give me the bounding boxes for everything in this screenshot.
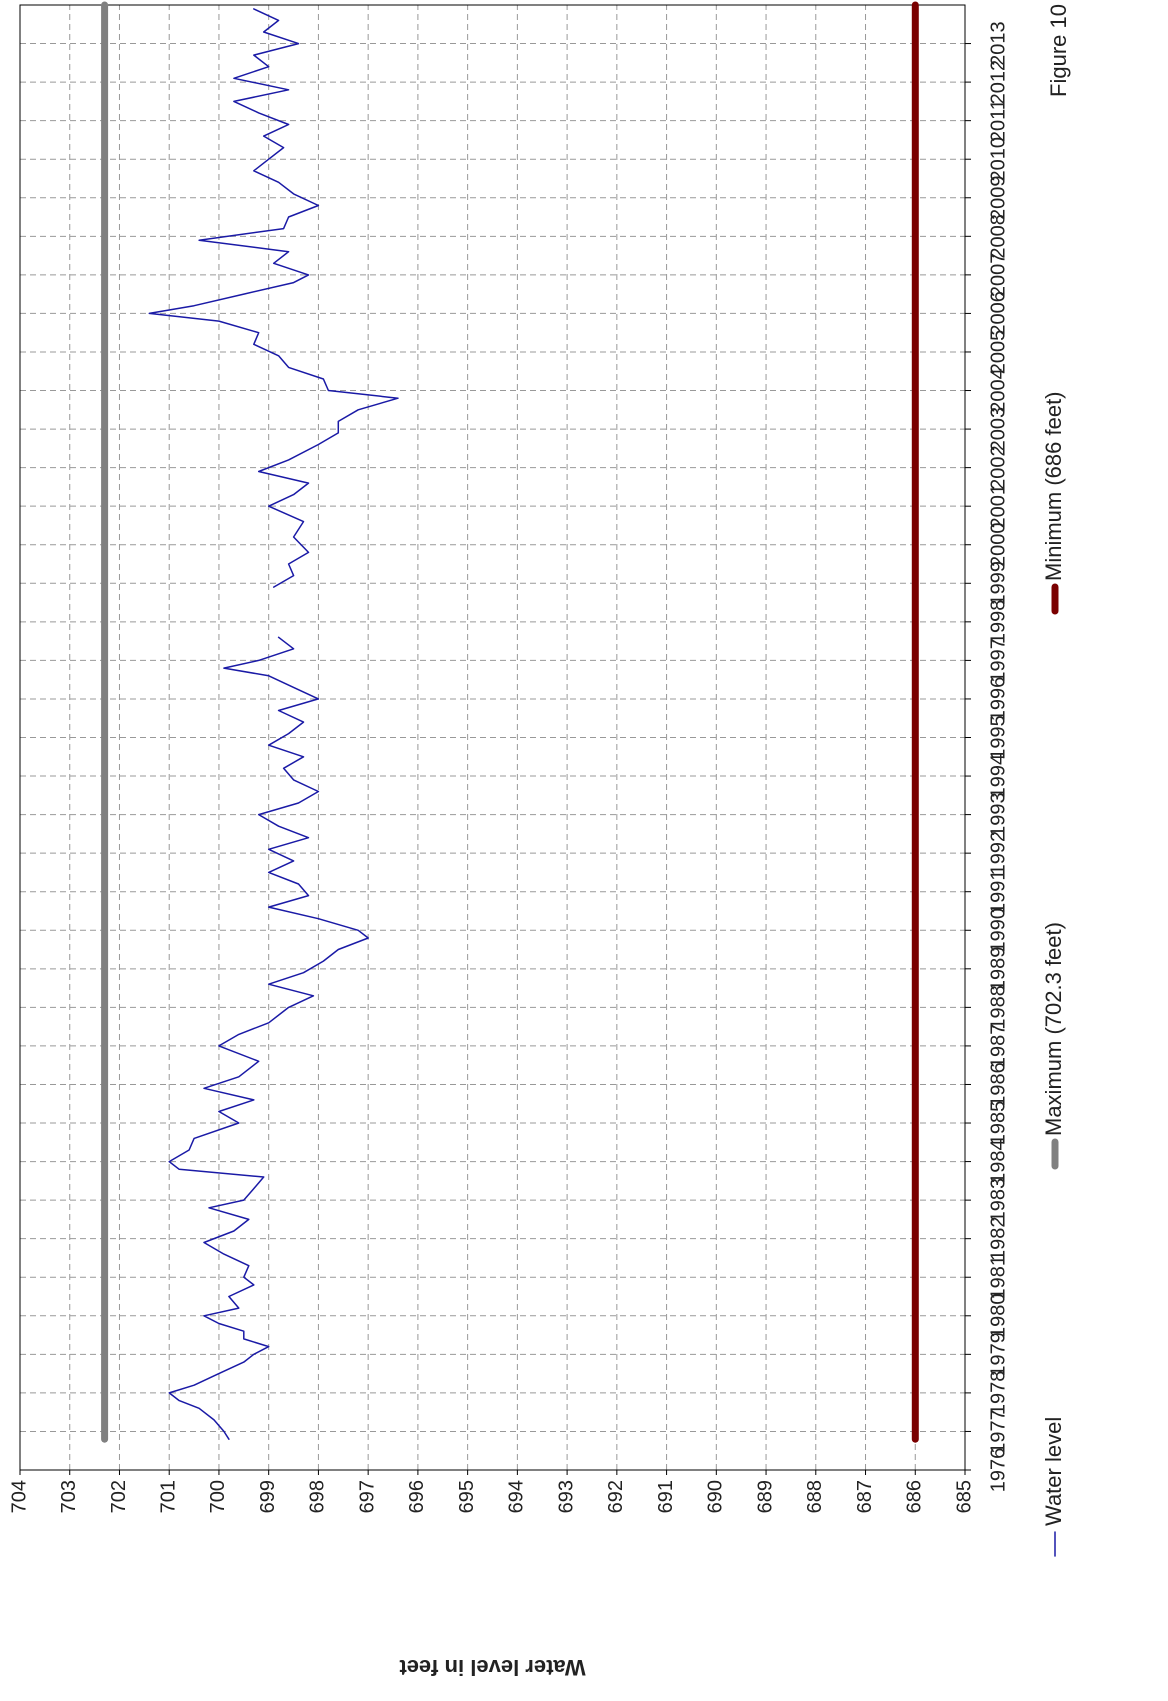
x-tick-label: 2004 bbox=[987, 368, 1009, 413]
y-tick-label: 696 bbox=[406, 1480, 428, 1513]
x-tick-label: 2005 bbox=[987, 330, 1009, 375]
legend-label: Maximum (702.3 feet) bbox=[1041, 922, 1066, 1136]
x-tick-label: 2002 bbox=[987, 445, 1009, 490]
y-tick-label: 701 bbox=[157, 1480, 179, 1513]
y-tick-label: 692 bbox=[605, 1480, 627, 1513]
x-tick-label: 1987 bbox=[987, 1024, 1009, 1069]
x-tick-label: 1979 bbox=[987, 1332, 1009, 1377]
x-tick-label: 2001 bbox=[987, 484, 1009, 529]
chart-title: Figure 10 bbox=[1046, 4, 1071, 97]
x-tick-label: 1986 bbox=[987, 1062, 1009, 1107]
x-tick-label: 1984 bbox=[987, 1139, 1009, 1184]
x-tick-label: 1995 bbox=[987, 715, 1009, 760]
x-tick-label: 1983 bbox=[987, 1178, 1009, 1223]
y-tick-label: 699 bbox=[257, 1480, 279, 1513]
x-tick-label: 1998 bbox=[987, 600, 1009, 645]
y-tick-label: 700 bbox=[207, 1480, 229, 1513]
legend-label: Minimum (686 feet) bbox=[1041, 391, 1066, 581]
x-tick-label: 1989 bbox=[987, 947, 1009, 992]
x-tick-label: 2003 bbox=[987, 407, 1009, 452]
x-tick-label: 2006 bbox=[987, 291, 1009, 336]
x-tick-label: 1993 bbox=[987, 792, 1009, 837]
legend-label: Water level bbox=[1041, 1417, 1066, 1526]
y-tick-label: 698 bbox=[307, 1480, 329, 1513]
y-axis-title: Water level in feet bbox=[399, 1655, 586, 1680]
x-tick-label: 2007 bbox=[987, 253, 1009, 298]
y-tick-label: 687 bbox=[854, 1480, 876, 1513]
x-tick-label: 2000 bbox=[987, 522, 1009, 567]
x-tick-label: 1988 bbox=[987, 985, 1009, 1030]
y-tick-label: 685 bbox=[953, 1480, 975, 1513]
x-tick-label: 1980 bbox=[987, 1294, 1009, 1339]
x-tick-label: 1985 bbox=[987, 1101, 1009, 1146]
y-tick-label: 690 bbox=[705, 1480, 727, 1513]
y-tick-label: 695 bbox=[456, 1480, 478, 1513]
x-tick-label: 1992 bbox=[987, 831, 1009, 876]
x-tick-label: 1996 bbox=[987, 677, 1009, 722]
y-tick-label: 688 bbox=[804, 1480, 826, 1513]
y-tick-label: 689 bbox=[754, 1480, 776, 1513]
x-tick-label: 1997 bbox=[987, 638, 1009, 683]
x-tick-label: 1981 bbox=[987, 1255, 1009, 1300]
y-tick-label: 694 bbox=[506, 1480, 528, 1513]
y-tick-label: 691 bbox=[655, 1480, 677, 1513]
y-tick-label: 704 bbox=[8, 1480, 30, 1513]
y-tick-label: 703 bbox=[58, 1480, 80, 1513]
x-tick-label: 2013 bbox=[987, 21, 1009, 66]
x-tick-label: 2012 bbox=[987, 60, 1009, 105]
x-tick-label: 2008 bbox=[987, 214, 1009, 259]
x-tick-label: 1991 bbox=[987, 869, 1009, 914]
x-tick-label: 1994 bbox=[987, 754, 1009, 799]
x-tick-label: 1976 bbox=[987, 1448, 1009, 1493]
y-tick-label: 693 bbox=[555, 1480, 577, 1513]
x-tick-label: 1990 bbox=[987, 908, 1009, 953]
y-tick-label: 702 bbox=[108, 1480, 130, 1513]
x-tick-label: 1977 bbox=[987, 1409, 1009, 1454]
series-line bbox=[148, 8, 399, 1440]
x-tick-label: 2010 bbox=[987, 137, 1009, 182]
rotated-chart: 685 686 687 688 689 690 691 692 693 694 695 696 697 6… bbox=[8, 1, 1071, 1680]
x-tick-label: 2009 bbox=[987, 176, 1009, 221]
x-tick-label: 1982 bbox=[987, 1216, 1009, 1261]
x-tick-label: 2011 bbox=[987, 99, 1009, 142]
x-tick-label: 1999 bbox=[987, 561, 1009, 606]
y-tick-label: 686 bbox=[904, 1480, 926, 1513]
x-tick-label: 1978 bbox=[987, 1371, 1009, 1416]
y-tick-label: 697 bbox=[356, 1480, 378, 1513]
plot-border bbox=[19, 4, 966, 1471]
